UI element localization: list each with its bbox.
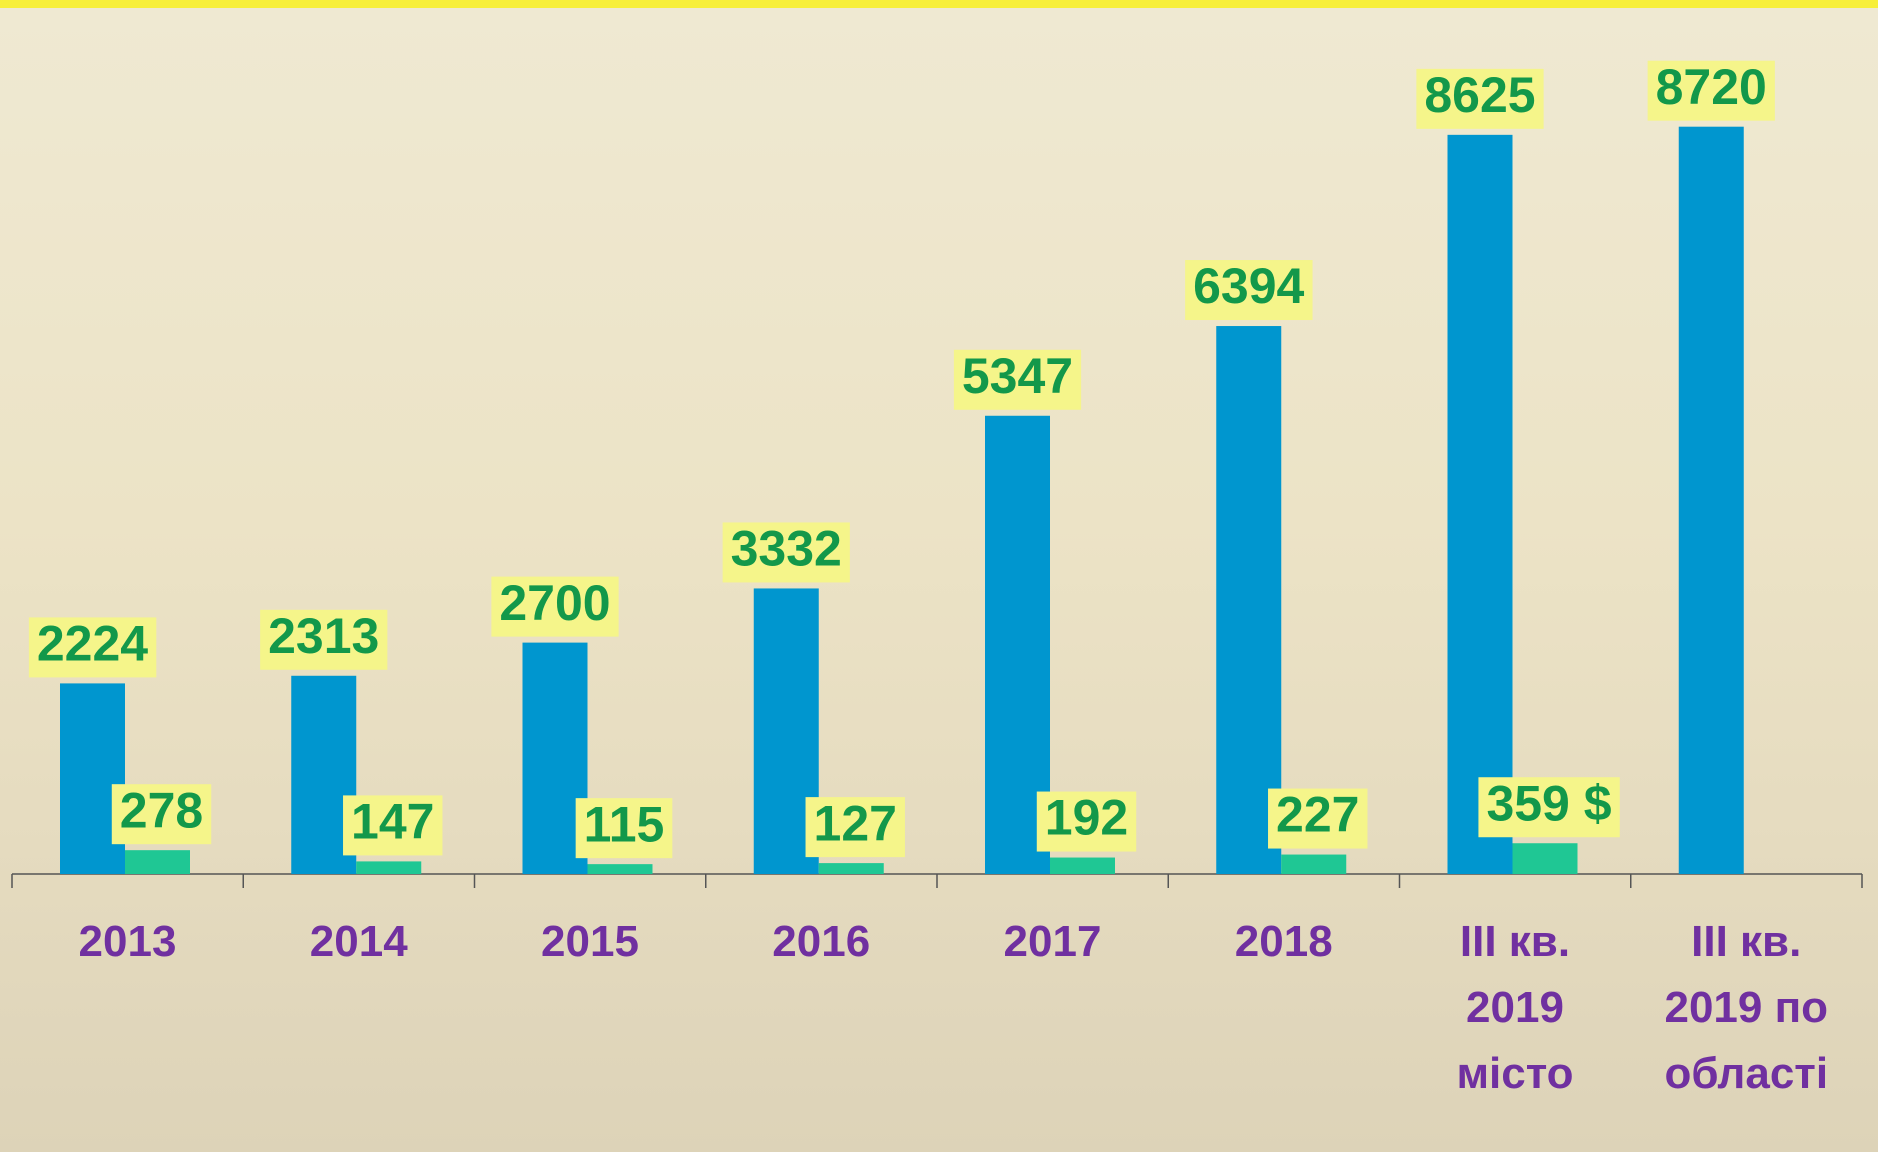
label-box	[575, 798, 673, 859]
value-label-text: 147	[351, 794, 434, 850]
value-label: 3332	[722, 521, 850, 583]
label-box	[1416, 68, 1544, 129]
label-box	[1036, 791, 1137, 852]
x-tick-label: 2017	[1003, 917, 1102, 966]
value-label: 278	[111, 782, 212, 845]
bar	[1678, 126, 1744, 875]
bar	[125, 850, 190, 874]
value-label-text: 6394	[1193, 258, 1304, 314]
value-label: 147	[343, 794, 443, 856]
bar	[1512, 843, 1578, 874]
value-label-text: 2224	[37, 616, 148, 672]
bar	[1050, 857, 1115, 874]
x-tick-label: 2013	[78, 917, 177, 966]
value-label-text: 8720	[1656, 59, 1767, 115]
x-tick-label: III кв. 2019 місто	[1456, 917, 1574, 1098]
value-label: 2700	[491, 575, 619, 637]
label-box	[111, 784, 212, 845]
value-label-text: 115	[584, 796, 665, 852]
label-box	[953, 349, 1082, 410]
bar	[1281, 854, 1347, 874]
value-label: 8720	[1647, 59, 1775, 121]
bar	[60, 683, 125, 874]
value-label-text: 5347	[962, 348, 1073, 404]
value-label-text: 278	[120, 782, 203, 838]
value-label: 359 $	[1478, 775, 1620, 838]
value-label-text: 359 $	[1486, 775, 1611, 831]
bar	[356, 861, 422, 874]
value-label: 127	[805, 795, 905, 858]
value-label-text: 8625	[1424, 67, 1535, 123]
label-box	[1478, 777, 1620, 838]
value-label: 227	[1268, 787, 1368, 849]
label-box	[491, 576, 619, 637]
label-box	[722, 522, 850, 583]
value-label: 5347	[953, 348, 1082, 410]
value-label: 2224	[28, 616, 157, 678]
x-tick-label: 2018	[1234, 917, 1333, 966]
label-box	[1268, 788, 1368, 849]
value-label-text: 2700	[499, 575, 610, 631]
bar	[1447, 134, 1513, 874]
x-tick-label: 2014	[309, 917, 408, 966]
x-tick-label: 2015	[541, 917, 639, 966]
value-label: 2313	[260, 608, 388, 670]
value-label-text: 127	[814, 795, 897, 851]
value-label: 6394	[1185, 258, 1313, 321]
value-label-text: 2313	[268, 608, 379, 664]
value-label-text: 227	[1276, 787, 1359, 843]
value-label-text: 192	[1045, 790, 1128, 846]
label-box	[1647, 60, 1775, 121]
value-label: 192	[1036, 790, 1137, 852]
label-box	[28, 617, 157, 678]
label-box	[805, 797, 905, 858]
bar	[1216, 326, 1282, 875]
bar	[587, 864, 653, 874]
x-tick-label: 2016	[772, 917, 871, 966]
x-tick-label: III кв. 2019 по області	[1664, 917, 1829, 1098]
label-box	[343, 795, 443, 856]
bar	[818, 863, 884, 874]
value-label: 115	[575, 796, 673, 859]
value-label-text: 3332	[731, 521, 842, 577]
label-box	[1185, 260, 1313, 321]
value-label: 8625	[1416, 67, 1544, 129]
chart: 2224 2313 2700 3332 5347 6394 8625 8720 278 147 11…	[11, 59, 1863, 888]
label-box	[260, 609, 388, 670]
